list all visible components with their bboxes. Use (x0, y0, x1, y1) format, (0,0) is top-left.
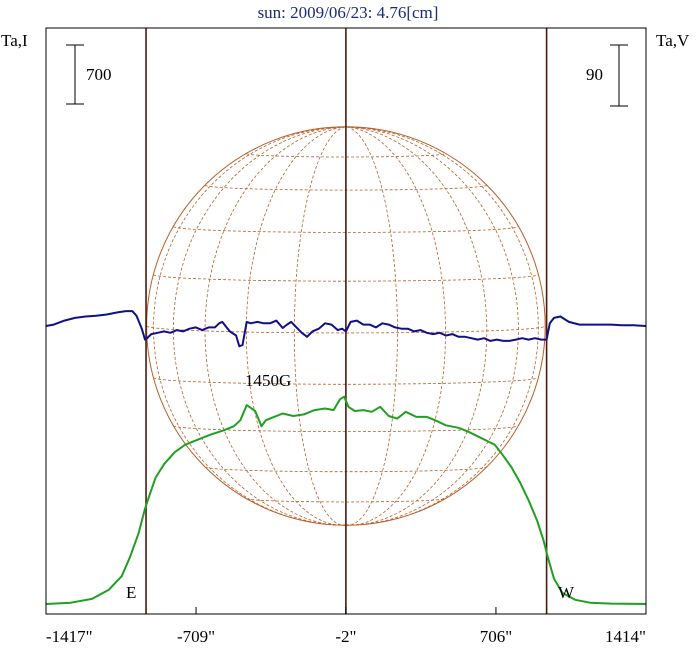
chart-title: sun: 2009/06/23: 4.76[cm] (258, 3, 439, 22)
east-label: E (126, 583, 136, 602)
longitude-line (345, 126, 398, 526)
longitude-line (293, 126, 347, 526)
left-axis-label: Ta,I (1, 31, 28, 50)
longitude-line (345, 126, 519, 526)
intensity-series-line (45, 395, 647, 605)
right-scale-bar (610, 44, 628, 107)
polarization-series-line (45, 310, 647, 348)
x-tick-label: -1417" (46, 627, 93, 646)
x-tick-label: 1414" (605, 627, 646, 646)
left-scale-label: 700 (86, 65, 112, 84)
longitude-line (345, 126, 488, 526)
right-scale-label: 90 (586, 65, 603, 84)
longitude-line (152, 126, 346, 526)
x-tick-label: -2" (335, 627, 356, 646)
x-tick-label: -709" (177, 627, 215, 646)
longitude-line (245, 126, 346, 526)
spot-annotation: 1450G (245, 371, 291, 390)
left-scale-bar (66, 44, 84, 105)
west-label: W (558, 583, 575, 602)
longitude-line (345, 126, 446, 526)
longitude-line (204, 126, 346, 526)
x-axis: -1417" -709" -2" 706" 1414" (45, 607, 647, 646)
longitude-line (172, 126, 346, 526)
disk-limb-lines (145, 28, 548, 614)
data-series (45, 310, 647, 605)
latitude-line (172, 226, 519, 233)
plot-frame (45, 27, 647, 615)
x-tick-label: 706" (480, 627, 512, 646)
longitude-line (345, 126, 539, 526)
right-axis-label: Ta,V (656, 31, 690, 50)
